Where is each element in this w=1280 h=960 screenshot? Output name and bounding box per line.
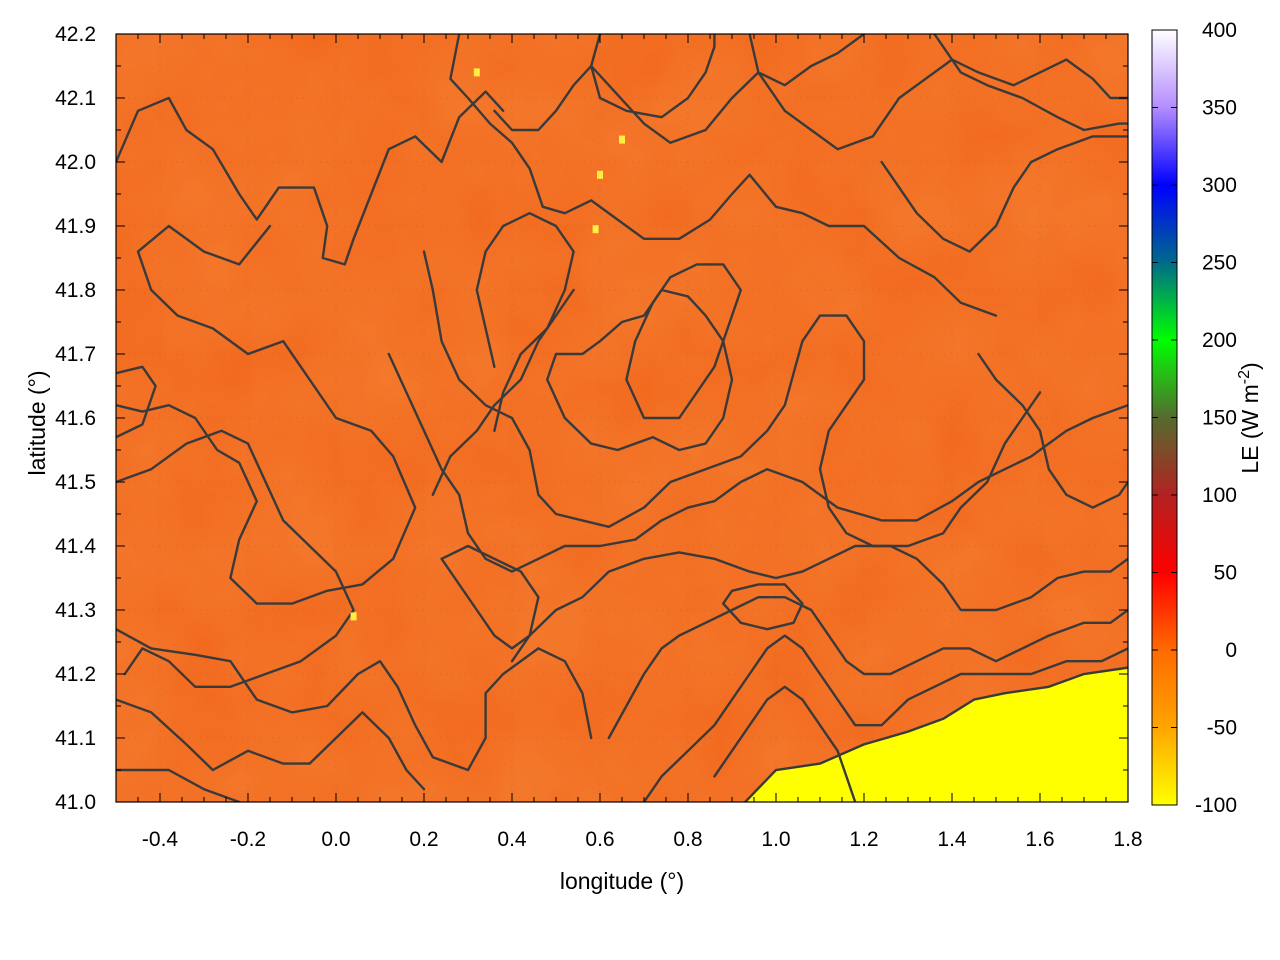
sea-region bbox=[745, 667, 1128, 802]
coastline-contour bbox=[744, 666, 1128, 802]
x-tick-label: 1.6 bbox=[1025, 828, 1054, 851]
contour-line bbox=[625, 263, 742, 420]
contour-line bbox=[748, 34, 1128, 151]
y-tick-label: 42.1 bbox=[55, 87, 96, 110]
y-tick-label: 41.3 bbox=[55, 599, 96, 622]
y-tick-label: 41.8 bbox=[55, 279, 96, 302]
hotspot-point bbox=[619, 135, 625, 144]
y-tick-label: 41.4 bbox=[55, 535, 96, 558]
colorbar-tick-label: -100 bbox=[1195, 794, 1237, 817]
colorbar-tick-label: 100 bbox=[1202, 484, 1237, 507]
colorbar-tick-label: -50 bbox=[1207, 717, 1237, 740]
contour-line bbox=[116, 224, 417, 605]
x-tick-label: 0.0 bbox=[321, 828, 350, 851]
x-tick-label: -0.2 bbox=[230, 828, 266, 851]
colorbar-tick-label: 350 bbox=[1202, 97, 1237, 120]
x-axis-title: longitude (°) bbox=[560, 868, 684, 894]
colorbar-tick-label: 200 bbox=[1202, 329, 1237, 352]
contour-lines bbox=[116, 34, 1128, 802]
y-tick-label: 42.2 bbox=[55, 23, 96, 46]
x-tick-label: 0.2 bbox=[409, 828, 438, 851]
contour-line bbox=[116, 698, 426, 791]
contour-line bbox=[590, 34, 716, 119]
colorbar-tick-label: 400 bbox=[1202, 19, 1237, 42]
hotspot-point bbox=[473, 68, 480, 77]
contour-line bbox=[440, 544, 540, 650]
y-tick-label: 41.7 bbox=[55, 343, 96, 366]
hotspot-points bbox=[350, 68, 625, 621]
colorbar-tick-label: 150 bbox=[1202, 407, 1237, 430]
y-axis-ticks: 41.0 41.1 41.2 41.3 41.4 41.5 41.6 41.7 41.8 41.9… bbox=[55, 23, 1128, 814]
contour-line bbox=[449, 34, 998, 317]
contour-line bbox=[475, 211, 575, 432]
x-tick-label: 0.6 bbox=[585, 828, 614, 851]
contour-line bbox=[116, 90, 505, 266]
contour-line bbox=[116, 365, 157, 439]
contour-line bbox=[116, 628, 593, 772]
y-tick-label: 41.9 bbox=[55, 215, 96, 238]
contour-line bbox=[642, 634, 1128, 802]
hotspot-point bbox=[597, 170, 603, 179]
y-tick-label: 41.6 bbox=[55, 407, 96, 430]
x-tick-label: -0.4 bbox=[142, 828, 179, 851]
y-tick-label: 41.0 bbox=[55, 791, 96, 814]
colorbar-tick-label: 250 bbox=[1202, 252, 1237, 275]
colorbar-tick-label: 50 bbox=[1214, 562, 1237, 585]
hotspot-point bbox=[592, 225, 599, 234]
contour-line bbox=[546, 288, 734, 452]
contour-line bbox=[977, 352, 1128, 509]
x-tick-label: 1.4 bbox=[937, 828, 967, 851]
contour-line bbox=[116, 768, 241, 802]
contour-line bbox=[933, 34, 1128, 132]
x-axis-ticks: -0.4 -0.2 0.0 0.2 0.4 0.6 0.8 1.0 1.2 1.4 1.6 1.8 bbox=[115, 34, 1143, 851]
x-tick-label: 0.4 bbox=[497, 828, 527, 851]
colorbar-tick-label: 300 bbox=[1202, 174, 1237, 197]
y-tick-label: 41.1 bbox=[55, 727, 96, 750]
y-tick-label: 41.5 bbox=[55, 471, 96, 494]
contour-line bbox=[422, 250, 1042, 548]
contour-line bbox=[510, 544, 1128, 663]
x-tick-label: 1.0 bbox=[761, 828, 790, 851]
x-tick-label: 1.8 bbox=[1113, 828, 1142, 851]
y-tick-label: 42.0 bbox=[55, 151, 96, 174]
x-tick-label: 1.2 bbox=[849, 828, 878, 851]
colorbar-ticks: -100 -50 0 50 100 150 200 250 300 350 400 bbox=[1152, 19, 1237, 817]
contour-line bbox=[387, 352, 1128, 573]
colorbar-tick-label: 0 bbox=[1225, 639, 1237, 662]
contour-line bbox=[722, 583, 804, 631]
plot-area bbox=[116, 34, 1128, 802]
contour-line bbox=[431, 288, 575, 496]
hotspot-point bbox=[350, 612, 357, 621]
y-axis-title: latitude (°) bbox=[24, 370, 50, 475]
x-tick-label: 0.8 bbox=[673, 828, 702, 851]
y-tick-label: 41.2 bbox=[55, 663, 96, 686]
contour-line bbox=[880, 135, 1128, 253]
colorbar: -100 -50 0 50 100 150 200 250 300 350 400 LE (W m-… bbox=[1151, 19, 1263, 817]
contour-line bbox=[116, 429, 355, 688]
contour-line bbox=[607, 596, 1128, 740]
colorbar-title: LE (W m-2) bbox=[1236, 362, 1263, 473]
contour-line bbox=[493, 34, 866, 145]
contour-line bbox=[713, 685, 857, 802]
